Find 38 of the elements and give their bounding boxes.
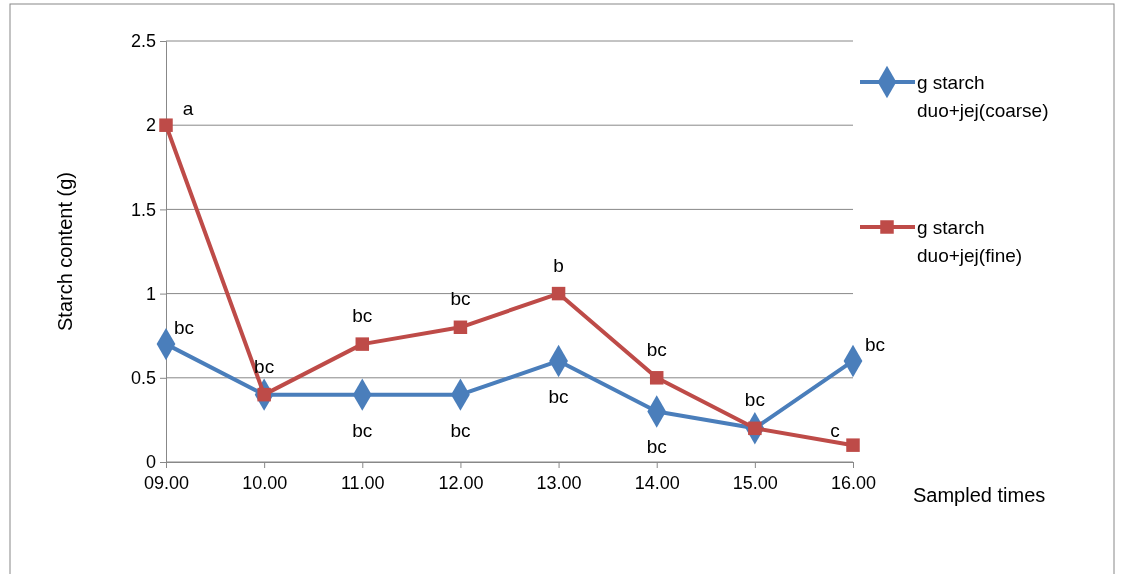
- y-tick-label: 1: [145, 283, 156, 304]
- annotation: bc: [744, 389, 765, 411]
- annotation: c: [830, 420, 840, 442]
- annotation: bc: [450, 419, 471, 441]
- annotation: bc: [173, 317, 195, 339]
- annotation: bc: [548, 385, 569, 407]
- annotation: a: [182, 98, 194, 120]
- y-tick-label: 2.5: [130, 31, 156, 52]
- annotation: bc: [352, 419, 373, 441]
- y-tick-label: 1.5: [130, 199, 156, 220]
- y-axis-title: Starch content (g): [54, 172, 76, 331]
- point: [355, 337, 370, 351]
- annotation: bc: [450, 288, 471, 310]
- point: [846, 438, 860, 452]
- x-tick-label: 16.00: [830, 472, 877, 493]
- legend-label: g starch duo+jej(coarse): [917, 72, 1049, 121]
- y-tick-label: 0: [145, 452, 156, 473]
- y-tick-label: 2: [145, 115, 156, 136]
- x-tick-label: 13.00: [536, 472, 582, 493]
- point: [453, 320, 468, 335]
- x-tick-label: 09.00: [143, 472, 190, 493]
- annotation: bc: [646, 338, 667, 360]
- legend-label: g starch duo+jej(fine): [917, 217, 1023, 266]
- annotation: b: [553, 254, 564, 276]
- x-axis-title: Sampled times: [913, 484, 1046, 506]
- x-tick-label: 11.00: [340, 472, 385, 493]
- annotation: bc: [352, 305, 373, 327]
- point: [551, 286, 566, 301]
- point: [649, 371, 664, 385]
- point: [159, 118, 173, 132]
- y-tick-label: 0.5: [130, 368, 156, 389]
- x-tick-label: 15.00: [732, 472, 778, 493]
- annotation: bc: [254, 355, 275, 377]
- x-tick-label: 10.00: [242, 472, 288, 493]
- annotation: bc: [864, 333, 886, 355]
- x-tick-label: 12.00: [438, 472, 484, 493]
- x-tick-label: 14.00: [634, 472, 680, 493]
- annotation: bc: [646, 436, 667, 458]
